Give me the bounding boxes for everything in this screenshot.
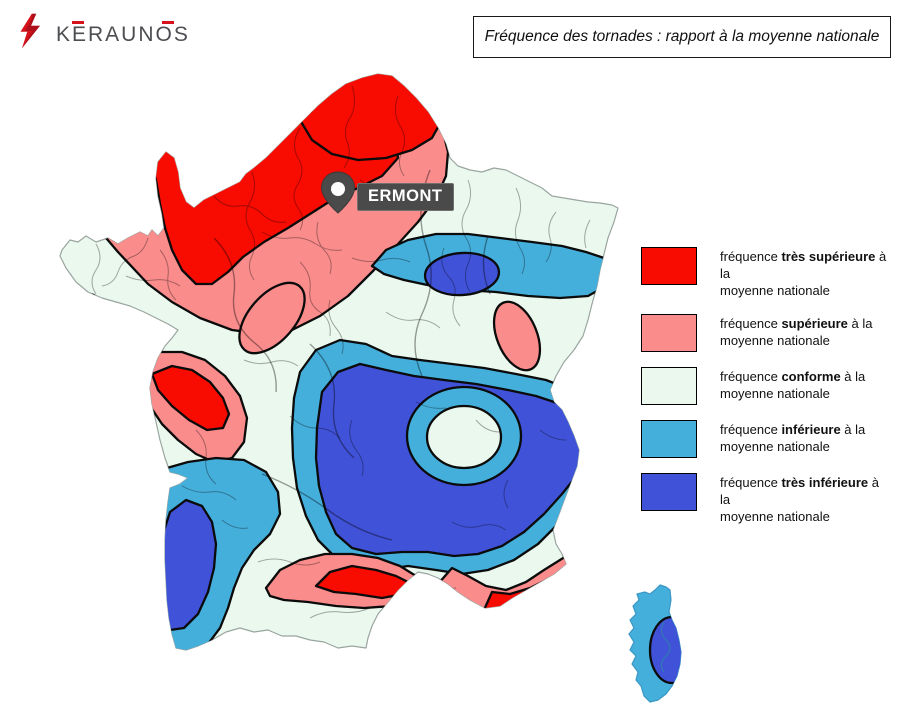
keraunos-logo: KERAUNOS: [16, 10, 190, 52]
legend: fréquence très supérieure à la moyenne na…: [641, 247, 891, 540]
island-re-pink: [135, 385, 147, 395]
zone-corsica-darkblue: [648, 615, 681, 685]
legend-item-conforme: fréquence conforme à la moyenne nationale: [641, 367, 891, 405]
island-oleron-pink: [141, 409, 153, 423]
legend-item-tres-inferieure: fréquence très inférieure à la moyenne na…: [641, 473, 891, 525]
legend-swatch-red: [641, 247, 697, 285]
zone-north-darkblue: [423, 251, 501, 297]
legend-swatch-pink: [641, 314, 697, 352]
legend-swatch-mint: [641, 367, 697, 405]
legend-swatch-lightblue: [641, 420, 697, 458]
zone-centre-pink: [238, 281, 306, 355]
legend-swatch-darkblue: [641, 473, 697, 511]
island-brittany-pink: [88, 293, 96, 299]
department-borders: [91, 85, 591, 619]
brand-accent-bar-e: [72, 20, 84, 24]
legend-item-superieure: fréquence supérieure à la moyenne nationa…: [641, 314, 891, 352]
map-title-box: Fréquence des tornades : rapport à la mo…: [473, 16, 891, 58]
city-label-ermont: ERMONT: [357, 183, 454, 211]
zone-east-pink: [492, 300, 542, 372]
zone-nord-red: [298, 74, 444, 162]
brand-accent-bar-s: [162, 20, 174, 24]
map-title: Fréquence des tornades : rapport à la mo…: [484, 28, 880, 45]
zone-vendee-red: [150, 364, 231, 432]
zone-ring-mint-hole: [425, 404, 503, 470]
corsica-dept-border: [660, 621, 671, 673]
corsica: [628, 584, 682, 703]
lightning-bolt-icon: [20, 13, 40, 49]
map-pin-ermont: [320, 171, 356, 214]
legend-item-tres-superieure: fréquence très supérieure à la moyenne na…: [641, 247, 891, 299]
legend-item-inferieure: fréquence inférieure à la moyenne nationa…: [641, 420, 891, 458]
brand-text: KERAUNOS: [56, 22, 190, 46]
brand-name: KERAUNOS: [56, 18, 190, 45]
